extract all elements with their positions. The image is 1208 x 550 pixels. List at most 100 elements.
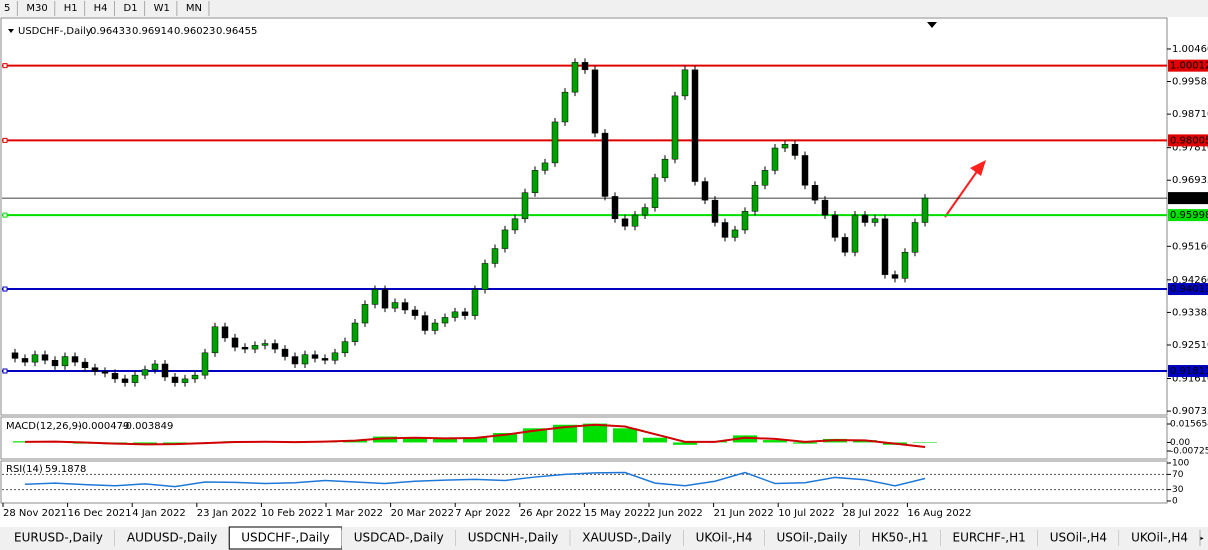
candle	[121, 378, 129, 383]
candle	[241, 346, 249, 350]
macd-bar	[463, 437, 487, 443]
level-label-box	[1168, 134, 1208, 147]
tab-label[interactable]: EURUSD-,Daily	[14, 531, 103, 545]
x-tick-label: 1 Mar 2022	[326, 508, 383, 519]
candle	[591, 69, 599, 134]
level-handle	[2, 137, 8, 143]
x-tick-label: 10 Jul 2022	[778, 508, 835, 519]
x-tick-label: 4 Jan 2022	[132, 508, 186, 519]
candle	[601, 132, 609, 197]
level-label: 0.95998	[1170, 210, 1208, 221]
candle	[391, 302, 399, 309]
candle	[191, 374, 199, 380]
tab-label[interactable]: EURCHF-,H1	[953, 531, 1026, 545]
candle	[51, 360, 59, 367]
rsi-tick-label: 0	[1172, 497, 1178, 507]
candle	[751, 185, 759, 212]
tab-box	[114, 527, 230, 549]
candle	[861, 214, 869, 223]
candle	[41, 354, 49, 361]
candle	[621, 218, 629, 227]
x-tick-label: 20 Mar 2022	[391, 508, 454, 519]
tab-label[interactable]: UKOil-,H4	[696, 531, 753, 545]
candle	[211, 326, 219, 354]
y-tick-label: 0.99585	[1172, 77, 1208, 88]
x-tick-label: 7 Apr 2022	[455, 508, 510, 519]
tab-label[interactable]: USOil-,H4	[1050, 531, 1107, 545]
candle	[681, 69, 689, 97]
tab[interactable]: EURCHF-,H1	[940, 527, 1039, 549]
candle	[431, 322, 439, 331]
tab[interactable]: USDCHF-,Daily	[228, 526, 343, 550]
candle	[361, 304, 369, 324]
tab-label[interactable]: USOil-,Daily	[777, 531, 848, 545]
candle	[261, 343, 269, 346]
candle	[771, 147, 779, 171]
candle	[521, 192, 529, 220]
rsi-name: RSI(14)	[6, 464, 43, 475]
candle	[741, 211, 749, 231]
macd-tick-label: -0.007259	[1170, 447, 1208, 457]
y-tick-label: 0.90735	[1172, 406, 1208, 417]
x-tick-label: 16 Aug 2022	[907, 508, 971, 519]
tab[interactable]: USDCAD-,Daily	[341, 527, 457, 549]
price-label-box	[1168, 192, 1208, 205]
candle	[91, 367, 99, 372]
candle	[381, 289, 389, 309]
x-tick-label: 16 Dec 2021	[68, 508, 132, 519]
timeframe-button[interactable]: M30	[26, 3, 47, 14]
timeframe-button[interactable]: MN	[186, 3, 202, 14]
tab[interactable]: USOil-,H4	[1037, 527, 1120, 549]
candle	[561, 91, 569, 123]
tab-label[interactable]: USDCHF-,Daily	[241, 531, 329, 545]
macd-main: -0.000479	[78, 421, 129, 432]
tab-label[interactable]: UKOil-,H4	[1131, 531, 1188, 545]
tab-label[interactable]: USDCNH-,Daily	[468, 531, 559, 545]
candle	[331, 352, 339, 361]
timeframe-button[interactable]: H1	[64, 3, 78, 14]
tab-label[interactable]: AUDUSD-,Daily	[127, 531, 217, 545]
tab[interactable]: EURUSD-,Daily	[2, 527, 116, 549]
candle	[661, 158, 669, 179]
timeframe-button[interactable]: 5	[4, 3, 10, 14]
quote-open: 0.96433	[90, 26, 131, 37]
tab[interactable]: AUDUSD-,Daily	[114, 527, 230, 549]
x-tick-label: 23 Jan 2022	[197, 508, 257, 519]
level-label-box	[1168, 59, 1208, 72]
macd-bar	[163, 442, 187, 444]
tab[interactable]: USDCNH-,Daily	[455, 527, 571, 549]
macd-tick-label: 0.00	[1170, 438, 1190, 448]
candle	[321, 358, 329, 361]
tab[interactable]: USOil-,Daily	[764, 527, 861, 549]
tab[interactable]: XAUUSD-,Daily	[570, 527, 685, 549]
tab-label[interactable]: XAUUSD-,Daily	[582, 531, 671, 545]
candle	[21, 358, 29, 363]
tab-label[interactable]: USDCAD-,Daily	[354, 531, 444, 545]
tab[interactable]: HK50-,H1	[859, 527, 942, 549]
price-label: 0.96455	[1170, 193, 1208, 204]
tab[interactable]: UKOil-,H4	[1119, 527, 1201, 549]
candle	[821, 199, 829, 216]
candle	[131, 374, 139, 383]
macd-bar	[613, 428, 637, 443]
candle	[251, 345, 259, 350]
candle	[311, 354, 319, 359]
candle	[411, 309, 419, 316]
candle	[901, 252, 909, 279]
tab[interactable]: UKOil-,H4	[683, 527, 766, 549]
x-tick-label: 28 Nov 2021	[3, 508, 67, 519]
timeframe-button[interactable]: W1	[154, 3, 170, 14]
timeframe-button[interactable]: H4	[94, 3, 108, 14]
candle	[851, 214, 859, 253]
rsi-value: 59.1878	[45, 464, 86, 475]
candle	[471, 289, 479, 316]
level-label-box	[1168, 283, 1208, 296]
tab-label[interactable]: HK50-,H1	[872, 531, 929, 545]
timeframe-button[interactable]: D1	[124, 3, 138, 14]
